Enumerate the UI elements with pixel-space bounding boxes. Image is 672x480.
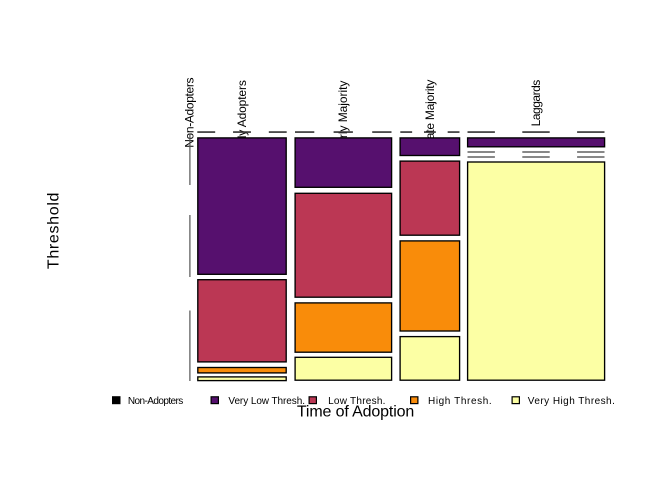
- svg-text:Very Low Thresh.: Very Low Thresh.: [228, 396, 305, 407]
- svg-text:Threshold: Threshold: [46, 192, 63, 269]
- svg-text:Early Majority: Early Majority: [336, 81, 350, 153]
- svg-text:Time of Adoption: Time of Adoption: [297, 403, 414, 420]
- svg-text:Very High Thresh.: Very High Thresh.: [528, 396, 616, 407]
- svg-text:Non-Adopters: Non-Adopters: [183, 77, 197, 147]
- svg-text:Low Thresh.: Low Thresh.: [328, 396, 386, 407]
- svg-text:Late Majority: Late Majority: [423, 80, 437, 146]
- svg-text:Laggards: Laggards: [529, 80, 543, 127]
- svg-text:Non-Adopters: Non-Adopters: [128, 396, 183, 407]
- svg-text:High Thresh.: High Thresh.: [428, 396, 492, 407]
